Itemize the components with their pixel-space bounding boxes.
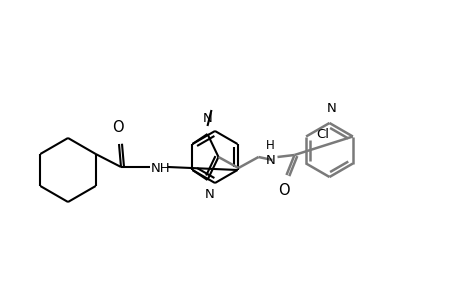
Text: H: H	[265, 139, 274, 152]
Text: N: N	[326, 102, 336, 115]
Text: N: N	[204, 188, 214, 201]
Text: O: O	[112, 120, 123, 135]
Text: Cl: Cl	[315, 128, 328, 141]
Text: O: O	[277, 183, 289, 198]
Text: NH: NH	[151, 161, 170, 175]
Text: N: N	[202, 112, 212, 125]
Text: N: N	[265, 154, 275, 166]
